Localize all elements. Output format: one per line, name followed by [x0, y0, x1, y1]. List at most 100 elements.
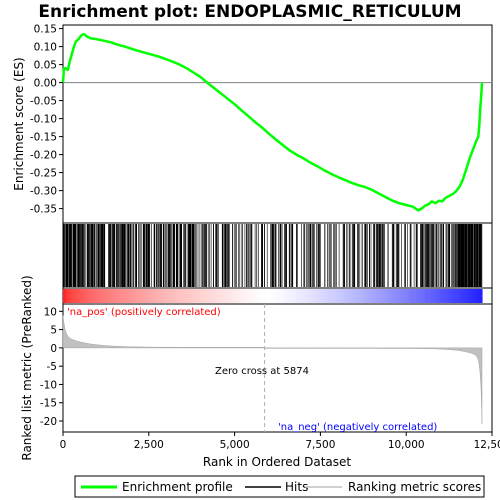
- x-ticks: 0 2,500 5,000 7,500 10,000 12,500: [60, 432, 500, 451]
- metric-area: [62, 315, 483, 424]
- es-y-ticks: 0.15 0.10 0.05 0.00 -0.05 -0.10 -0.15 -0.20 -0.2…: [30, 24, 63, 216]
- heatmap-cell: [83, 289, 88, 303]
- heatmap-cell: [104, 289, 109, 303]
- heatmap-cell: [263, 289, 268, 303]
- heatmap-cell: [92, 289, 97, 303]
- heatmap-cell: [218, 289, 223, 303]
- heatmap-cell: [440, 289, 444, 303]
- heatmap-cell: [452, 289, 456, 303]
- heatmap-cell: [416, 289, 420, 303]
- x-axis-label: Rank in Ordered Dataset: [203, 455, 351, 469]
- heatmap-cell: [473, 289, 477, 303]
- es-line-group: [61, 32, 484, 212]
- heatmap-cell: [353, 289, 357, 303]
- x-tick-label: 5,000: [220, 439, 250, 451]
- heatmap-cell: [350, 289, 354, 303]
- heatmap-cell: [191, 289, 196, 303]
- heatmap-cell: [221, 289, 226, 303]
- heatmap-cell: [449, 289, 453, 303]
- heatmap-cell: [434, 289, 438, 303]
- heatmap-cell: [275, 289, 280, 303]
- es-y-tick-label: 0.10: [34, 42, 57, 54]
- x-tick-label: 2,500: [134, 439, 164, 451]
- heatmap-cell: [380, 289, 384, 303]
- heatmap-cell: [155, 289, 160, 303]
- heatmap-cell: [173, 289, 178, 303]
- es-y-tick-label: -0.20: [30, 150, 57, 162]
- heatmap-cell: [329, 289, 333, 303]
- heatmap-cell: [455, 289, 459, 303]
- heatmap-cell: [311, 289, 315, 303]
- heatmap-cell: [68, 289, 73, 303]
- heatmap-cell: [425, 289, 429, 303]
- legend: Enrichment profile Hits Ranking metric s…: [74, 475, 485, 498]
- heatmap-cell: [464, 289, 468, 303]
- heatmap-cell: [248, 289, 253, 303]
- heatmap-cell: [389, 289, 393, 303]
- heatmap-cell: [362, 289, 366, 303]
- heatmap-cell: [206, 289, 211, 303]
- pos-label: 'na_pos' (positively correlated): [67, 307, 221, 318]
- heatmap-cell: [260, 289, 265, 303]
- heatmap-cell: [188, 289, 193, 303]
- heatmap-cell: [200, 289, 205, 303]
- heatmap-cell: [335, 289, 339, 303]
- heatmap-cell: [236, 289, 241, 303]
- heatmap-cell: [299, 289, 303, 303]
- heatmap-cell: [284, 289, 288, 303]
- heatmap-cell: [182, 289, 187, 303]
- legend-es-label: Enrichment profile: [122, 480, 233, 494]
- heatmap-cell: [290, 289, 294, 303]
- heatmap-cell: [158, 289, 163, 303]
- heatmap-cell: [209, 289, 214, 303]
- heatmap-cell: [98, 289, 103, 303]
- heatmap-cell: [176, 289, 181, 303]
- heatmap-cell: [356, 289, 360, 303]
- es-y-tick-label: -0.10: [30, 114, 57, 126]
- neg-label: 'na_neg' (negatively correlated): [278, 422, 437, 433]
- es-y-tick-label: -0.30: [30, 186, 57, 198]
- heatmap-cell: [134, 289, 139, 303]
- heatmap-cell: [374, 289, 378, 303]
- es-y-tick-label: -0.15: [30, 132, 57, 144]
- heatmap-cell: [446, 289, 450, 303]
- heatmap-cell: [71, 289, 76, 303]
- hits-group: [62, 224, 483, 287]
- heatmap-cell: [257, 289, 262, 303]
- heatmap-cell: [287, 289, 291, 303]
- metric-y-tick-label: -20: [40, 416, 57, 428]
- heatmap-cell: [197, 289, 202, 303]
- heatmap-cell: [428, 289, 432, 303]
- heatmap-cell: [467, 289, 471, 303]
- metric-y-tick-label: -15: [40, 398, 57, 410]
- es-y-tick-label: 0.00: [34, 78, 57, 90]
- heatmap-cell: [401, 289, 405, 303]
- heatmap-cell: [266, 289, 271, 303]
- heatmap-cell: [278, 289, 282, 303]
- x-tick-label: 0: [60, 439, 67, 451]
- es-y-tick-label: 0.05: [34, 60, 57, 72]
- heatmap-cell: [131, 289, 136, 303]
- heatmap-cell: [215, 289, 220, 303]
- heatmap-cell: [128, 289, 133, 303]
- metric-y-tick-label: 0: [50, 343, 57, 355]
- heatmap-cell: [479, 289, 483, 303]
- heatmap-cell: [170, 289, 175, 303]
- heatmap-cell: [371, 289, 375, 303]
- zero-cross-label: Zero cross at 5874: [215, 366, 309, 377]
- x-tick-label: 10,000: [388, 439, 425, 451]
- heatmap-cell: [227, 289, 232, 303]
- heatmap-cell: [281, 289, 285, 303]
- heatmap-cell: [293, 289, 297, 303]
- es-line: [61, 32, 484, 212]
- heatmap-cell: [116, 289, 121, 303]
- heatmap-cell: [239, 289, 244, 303]
- heatmap-cell: [152, 289, 157, 303]
- heatmap-cell: [146, 289, 151, 303]
- metric-y-axis-label: Ranked list metric (PreRanked): [20, 275, 34, 460]
- heatmap-cell: [359, 289, 363, 303]
- heatmap-cell: [404, 289, 408, 303]
- heatmap-cell: [317, 289, 321, 303]
- heatmap-cell: [419, 289, 423, 303]
